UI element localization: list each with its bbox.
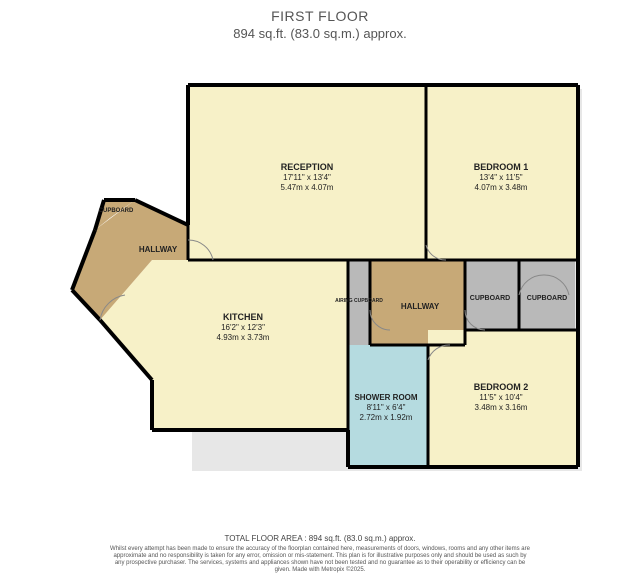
- label-shower-ft: 8'11" x 6'4": [367, 403, 406, 412]
- label-reception-m: 5.47m x 4.07m: [281, 183, 334, 192]
- footer-total: TOTAL FLOOR AREA : 894 sq.ft. (83.0 sq.m…: [0, 534, 640, 543]
- label-shower-m: 2.72m x 1.92m: [360, 413, 413, 422]
- label-bed1-ft: 13'4" x 11'5": [479, 173, 522, 182]
- label-bed1-m: 4.07m x 3.48m: [475, 183, 528, 192]
- footer-disclaimer: Whilst every attempt has been made to en…: [110, 546, 530, 574]
- label-cupboard1: CUPBOARD: [470, 295, 510, 302]
- label-kitchen-name: KITCHEN: [223, 312, 263, 322]
- label-airing: AIRING CUPBOARD: [335, 298, 383, 304]
- label-cupboard2: CUPBOARD: [527, 295, 567, 302]
- label-bed1-name: BEDROOM 1: [474, 162, 529, 172]
- label-bed2-m: 3.48m x 3.16m: [475, 403, 528, 412]
- room-kitchen: [152, 260, 348, 430]
- label-kitchen-m: 4.93m x 3.73m: [217, 333, 270, 342]
- label-hallway-left: HALLWAY: [139, 245, 178, 254]
- label-reception-ft: 17'11" x 13'4": [283, 173, 331, 182]
- footer-block: TOTAL FLOOR AREA : 894 sq.ft. (83.0 sq.m…: [0, 534, 640, 574]
- floorplan-svg: RECEPTION 17'11" x 13'4" 5.47m x 4.07m B…: [0, 0, 640, 580]
- label-bed2-ft: 11'5" x 10'4": [479, 393, 522, 402]
- label-reception-name: RECEPTION: [281, 162, 334, 172]
- label-cupboard-nw: CUPBOARD: [99, 208, 134, 214]
- label-hallway-center: HALLWAY: [401, 302, 440, 311]
- label-kitchen-ft: 16'2" x 12'3": [221, 323, 265, 332]
- label-shower-name: SHOWER ROOM: [354, 393, 417, 402]
- label-bed2-name: BEDROOM 2: [474, 382, 529, 392]
